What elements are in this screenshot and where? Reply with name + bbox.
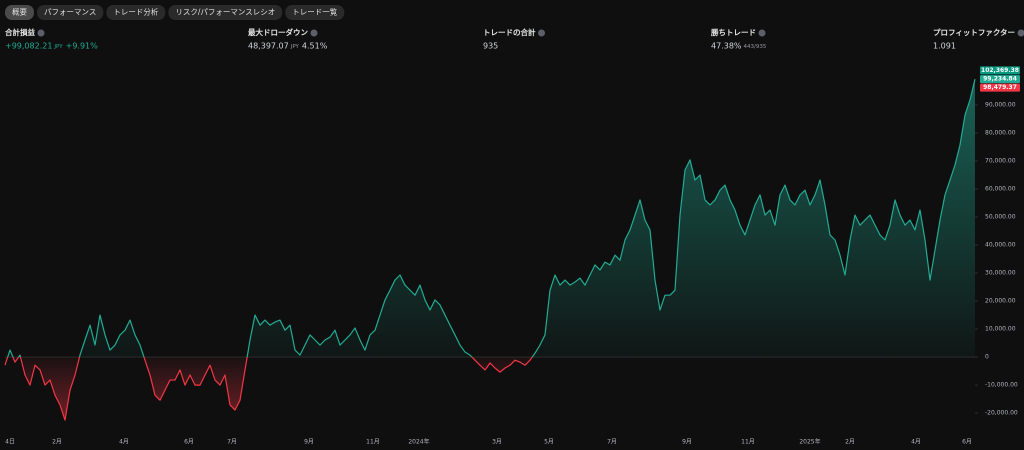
stat-unit: JPY xyxy=(53,44,63,50)
price-label: 99,234.84 xyxy=(983,76,1017,83)
x-tick-label: 7月 xyxy=(607,439,617,446)
y-tick-label: 20,000.00 xyxy=(985,298,1016,305)
y-tick-label: 0 xyxy=(985,354,989,361)
y-tick-label: 90,000.00 xyxy=(985,101,1016,108)
tab-background xyxy=(37,5,104,20)
stat-label: 合計損益 xyxy=(5,27,35,37)
y-tick-label: 30,000.00 xyxy=(985,270,1016,277)
y-tick-label: 10,000.00 xyxy=(985,326,1016,333)
tab-label: 概要 xyxy=(12,7,27,17)
tab-background xyxy=(168,5,283,20)
price-label: 102,369.38 xyxy=(981,67,1019,74)
tab[interactable]: トレード分析 xyxy=(106,5,166,20)
tab-label: リスク/パフォーマンスレシオ xyxy=(175,8,275,17)
x-tick-label: 2025年 xyxy=(799,438,820,446)
price-label-background xyxy=(980,66,1020,75)
tab-label: パフォーマンス xyxy=(44,8,96,17)
info-icon xyxy=(37,29,45,37)
x-tick-label: 2月 xyxy=(52,439,62,446)
stat-value: +99,082.21 xyxy=(5,42,52,51)
stat-label: プロフィットファクター xyxy=(933,27,1015,37)
tab-label: トレード一覧 xyxy=(292,7,337,17)
x-tick-label: 4月 xyxy=(119,439,129,446)
info-icon xyxy=(310,29,318,37)
y-tick-label: 60,000.00 xyxy=(985,186,1016,193)
equity-area xyxy=(5,79,975,421)
x-tick-label: 2月 xyxy=(845,439,855,446)
y-tick-label: -10,000.00 xyxy=(985,382,1018,389)
x-tick-label: 6月 xyxy=(184,439,194,446)
stat-extra: +9.91% xyxy=(66,42,99,51)
tab-background xyxy=(5,5,34,20)
y-tick-label: 80,000.00 xyxy=(985,129,1016,136)
stat-value: 1.091 xyxy=(933,42,956,51)
x-tick-label: 11月 xyxy=(366,439,380,446)
info-icon xyxy=(538,29,545,37)
tab[interactable]: 概要 xyxy=(5,5,34,20)
price-label-background xyxy=(980,83,1020,92)
x-tick-label: 9月 xyxy=(304,439,314,446)
tab-background xyxy=(285,5,345,20)
y-tick-label: -20,000.00 xyxy=(985,410,1018,417)
x-tick-label: 6月 xyxy=(962,439,972,446)
info-icon xyxy=(758,29,766,37)
y-tick-label: 40,000.00 xyxy=(985,242,1016,249)
y-tick-label: 50,000.00 xyxy=(985,214,1016,221)
stat-extra: 443/935 xyxy=(744,44,767,50)
equity-line xyxy=(4,79,976,421)
x-tick-label: 2024年 xyxy=(408,438,429,446)
x-tick-label: 4月 xyxy=(911,439,921,446)
y-tick-label: 70,000.00 xyxy=(985,158,1016,165)
stat-label: トレードの合計 xyxy=(483,27,536,37)
price-label-background xyxy=(980,75,1020,84)
tab-label: トレード分析 xyxy=(113,7,158,17)
stat-label: 勝ちトレード xyxy=(711,27,756,37)
stat-extra: 4.51% xyxy=(302,42,328,51)
x-tick-label: 11月 xyxy=(741,439,755,446)
x-tick-label: 9月 xyxy=(682,439,692,446)
x-tick-label: 5月 xyxy=(544,439,554,446)
tab-background xyxy=(106,5,166,20)
tab[interactable]: トレード一覧 xyxy=(285,5,345,20)
info-icon xyxy=(1017,29,1024,37)
price-label: 98,479.37 xyxy=(983,84,1017,91)
stat-value: 48,397.07 xyxy=(248,42,289,51)
x-tick-label: 7月 xyxy=(227,439,237,446)
tab[interactable]: リスク/パフォーマンスレシオ xyxy=(168,5,283,20)
stat-value: 935 xyxy=(483,42,498,51)
stat-label: 最大ドローダウン xyxy=(248,27,308,37)
tab[interactable]: パフォーマンス xyxy=(37,5,104,20)
stat-value: 47.38% xyxy=(711,42,742,51)
x-tick-label: 4日 xyxy=(5,439,15,446)
stat-unit: JPY xyxy=(290,44,300,50)
x-tick-label: 3月 xyxy=(492,439,502,446)
